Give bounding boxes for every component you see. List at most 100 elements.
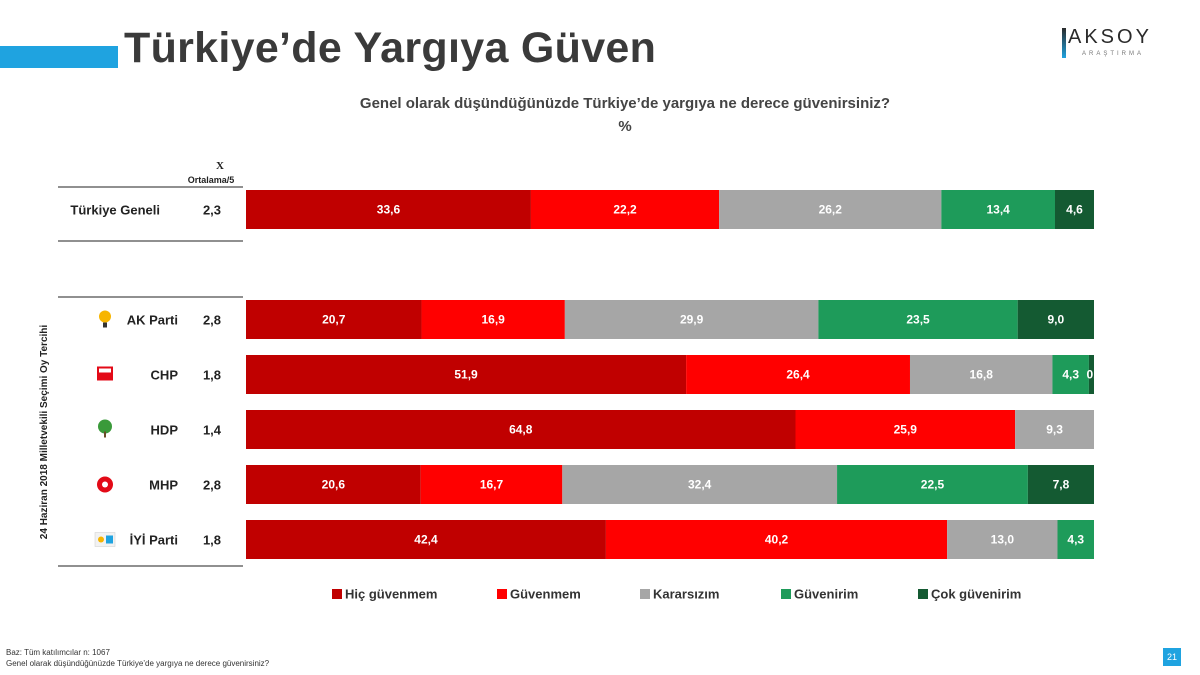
data-label: 16,8 [970, 368, 994, 382]
title-accent-bar [0, 46, 118, 68]
mean-value: 1,8 [203, 533, 221, 548]
footer-notes: Baz: Tüm katılımcılar n: 1067 Genel olar… [6, 647, 269, 669]
row-label: Türkiye Geneli [70, 203, 160, 218]
row-label: CHP [151, 368, 179, 383]
group-label: 24 Haziran 2018 Milletvekili Seçimi Oy T… [39, 325, 50, 540]
akp-logo-icon [99, 310, 111, 323]
chart-question: Genel olarak düşündüğünüzde Türkiye’de y… [200, 92, 1050, 138]
hdp-logo-icon [98, 419, 112, 434]
data-label: 4,3 [1062, 368, 1079, 382]
bar-segment [837, 465, 1028, 504]
question-line-2: % [618, 118, 632, 135]
bar-segment [1054, 190, 1094, 229]
data-label: 9,0 [1047, 313, 1064, 327]
stacked-bar-chart: X Ortalama/5 24 Haziran 2018 Milletvekili … [39, 160, 1096, 602]
bar-segment [246, 410, 796, 449]
iyi-logo-icon-sun [98, 536, 104, 543]
bar-segment [420, 465, 563, 504]
data-label: 29,9 [680, 313, 704, 327]
bar-segment [909, 355, 1053, 394]
bar-segment [246, 355, 687, 394]
data-label: 26,2 [819, 203, 843, 217]
bar-segment [719, 190, 942, 229]
row-label: MHP [149, 478, 178, 493]
bar-segment [795, 410, 1016, 449]
data-label: 64,8 [509, 423, 533, 437]
data-label: 16,9 [482, 313, 506, 327]
mean-value: 2,8 [203, 313, 221, 328]
data-label: 9,3 [1046, 423, 1063, 437]
logo-text: AKSOY [1068, 26, 1152, 48]
data-label: 13,0 [991, 533, 1015, 547]
data-label: 42,4 [414, 533, 438, 547]
legend-label: Çok güvenirim [931, 587, 1021, 602]
legend-swatch [497, 589, 507, 599]
bar-segment [530, 190, 720, 229]
legend-label: Kararsızım [653, 587, 719, 602]
footer-base: Baz: Tüm katılımcılar n: 1067 [6, 648, 110, 657]
page-title: Türkiye’de Yargıya Güven [124, 24, 657, 72]
bar-segment [564, 300, 819, 339]
aksoy-logo: AKSOY ARAŞTIRMA [1062, 26, 1184, 64]
bar-segment [1088, 355, 1094, 394]
bar-segment [1015, 410, 1094, 449]
mean-header-label: Ortalama/5 [188, 175, 235, 185]
bar-segment [1057, 520, 1094, 559]
akp-logo-icon-base [103, 322, 107, 328]
bar-segment [246, 300, 422, 339]
data-label: 20,7 [322, 313, 346, 327]
footer-question: Genel olarak düşündüğünüzde Türkiye’de y… [6, 659, 270, 668]
mean-value: 2,3 [203, 203, 221, 218]
data-label: 40,2 [765, 533, 789, 547]
data-label: 13,4 [986, 203, 1010, 217]
legend-swatch [918, 589, 928, 599]
mean-value: 2,8 [203, 478, 221, 493]
bar-segment [686, 355, 910, 394]
bar-segment [1052, 355, 1089, 394]
bar-segment [246, 465, 421, 504]
data-label: 16,7 [480, 478, 504, 492]
row-label: AK Parti [127, 313, 178, 328]
data-label: 51,9 [454, 368, 478, 382]
legend-label: Güvenirim [794, 587, 858, 602]
page-number: 21 [1163, 648, 1181, 666]
hdp-logo-icon-trunk [104, 431, 106, 438]
legend-swatch [332, 589, 342, 599]
data-label: 26,4 [786, 368, 810, 382]
data-label: 4,6 [1066, 203, 1083, 217]
mean-value: 1,4 [203, 423, 222, 438]
bar-segment [246, 190, 531, 229]
data-label: 4,3 [1067, 533, 1084, 547]
logo-subtext: ARAŞTIRMA [1082, 51, 1145, 57]
data-label: 0, [1086, 368, 1096, 382]
data-label: 32,4 [688, 478, 712, 492]
bar-segment [947, 520, 1058, 559]
mean-value: 1,8 [203, 368, 221, 383]
legend-swatch [640, 589, 650, 599]
mhp-logo-icon-crescents [102, 481, 108, 488]
bar-segment [1027, 465, 1094, 504]
logo-mark-icon [1062, 28, 1066, 58]
bar-segment [421, 300, 565, 339]
mean-header-symbol: X [216, 160, 224, 172]
data-label: 25,9 [894, 423, 918, 437]
legend-label: Güvenmem [510, 587, 581, 602]
bar-segment [818, 300, 1018, 339]
bar-segment [562, 465, 838, 504]
data-label: 23,5 [906, 313, 930, 327]
bar-segment [1017, 300, 1094, 339]
data-label: 22,5 [921, 478, 945, 492]
data-label: 33,6 [377, 203, 401, 217]
data-label: 7,8 [1053, 478, 1070, 492]
legend-swatch [781, 589, 791, 599]
iyi-logo-icon-mark [106, 535, 113, 544]
bar-segment [941, 190, 1055, 229]
data-label: 22,2 [613, 203, 637, 217]
data-label: 20,6 [322, 478, 346, 492]
question-line-1: Genel olarak düşündüğünüzde Türkiye’de y… [359, 95, 891, 112]
bar-segment [605, 520, 948, 559]
bar-segment [246, 520, 606, 559]
legend-label: Hiç güvenmem [345, 587, 437, 602]
row-label: İYİ Parti [130, 533, 178, 548]
chp-logo-icon-arrows [99, 368, 111, 373]
